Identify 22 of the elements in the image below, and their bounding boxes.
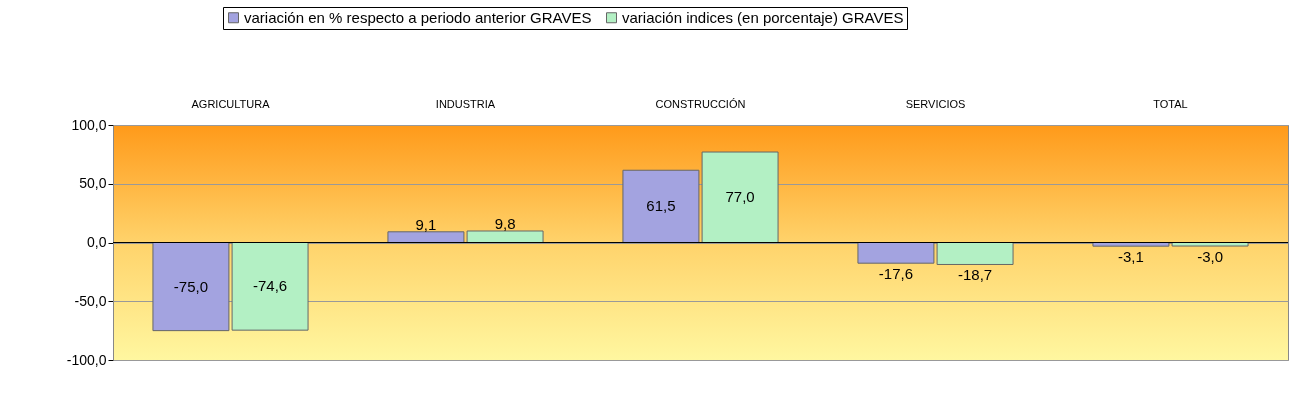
y-tick-label: 0,0 — [87, 234, 107, 250]
y-tick-label: 50,0 — [79, 175, 107, 192]
data-label: -17,6 — [878, 264, 914, 282]
data-label: -75,0 — [173, 277, 209, 295]
x-tick-label: INDUSTRIA — [435, 97, 496, 110]
data-label: -3,0 — [1197, 247, 1223, 265]
y-tick-label: -100,0 — [66, 351, 107, 368]
data-label: -74,6 — [252, 277, 288, 295]
data-label: 9,1 — [415, 215, 437, 233]
x-tick-label: AGRICULTURA — [191, 97, 271, 110]
x-tick-label: CONSTRUCCIÓN — [655, 97, 746, 110]
legend-label: variación indices (en porcentaje) GRAVES — [622, 8, 904, 26]
data-label: -3,1 — [1118, 247, 1144, 265]
x-tick-label: SERVICIOS — [905, 97, 966, 110]
x-tick-label: TOTAL — [1153, 97, 1188, 110]
y-tick-label: 100,0 — [71, 116, 107, 133]
data-label: 9,8 — [494, 214, 516, 232]
data-label: -18,7 — [957, 266, 993, 284]
y-tick-label: -50,0 — [74, 292, 107, 309]
legend-label: variación en % respecto a periodo anterior GRAVES — [244, 8, 592, 26]
data-label: 61,5 — [646, 197, 676, 215]
data-label: 77,0 — [725, 188, 755, 206]
